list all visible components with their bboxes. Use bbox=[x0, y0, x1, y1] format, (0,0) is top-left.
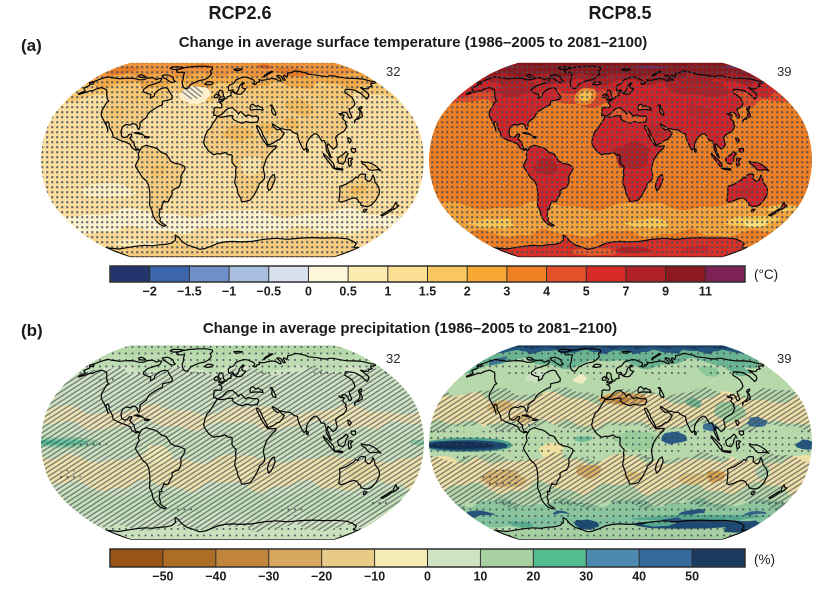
svg-text:0.5: 0.5 bbox=[339, 285, 356, 299]
svg-text:30: 30 bbox=[579, 570, 593, 584]
svg-text:0: 0 bbox=[424, 570, 431, 584]
svg-text:40: 40 bbox=[632, 570, 646, 584]
svg-text:9: 9 bbox=[662, 285, 669, 299]
svg-text:5: 5 bbox=[583, 285, 590, 299]
svg-text:1: 1 bbox=[384, 285, 391, 299]
svg-text:7: 7 bbox=[622, 285, 629, 299]
svg-text:−2: −2 bbox=[143, 285, 157, 299]
svg-text:50: 50 bbox=[685, 570, 699, 584]
svg-text:(°C): (°C) bbox=[754, 267, 778, 282]
svg-text:(%): (%) bbox=[754, 552, 775, 567]
svg-text:20: 20 bbox=[526, 570, 540, 584]
svg-text:−1.5: −1.5 bbox=[177, 285, 202, 299]
svg-text:−50: −50 bbox=[152, 570, 173, 584]
svg-text:11: 11 bbox=[699, 285, 712, 299]
svg-text:3: 3 bbox=[503, 285, 510, 299]
svg-text:−10: −10 bbox=[364, 570, 385, 584]
svg-text:10: 10 bbox=[473, 570, 487, 584]
svg-text:−1: −1 bbox=[222, 285, 236, 299]
svg-text:−0.5: −0.5 bbox=[256, 285, 281, 299]
svg-text:4: 4 bbox=[543, 285, 550, 299]
svg-text:−30: −30 bbox=[258, 570, 279, 584]
svg-text:0: 0 bbox=[305, 285, 312, 299]
svg-text:−40: −40 bbox=[205, 570, 226, 584]
svg-text:2: 2 bbox=[464, 285, 471, 299]
svg-text:1.5: 1.5 bbox=[419, 285, 436, 299]
svg-text:−20: −20 bbox=[311, 570, 332, 584]
